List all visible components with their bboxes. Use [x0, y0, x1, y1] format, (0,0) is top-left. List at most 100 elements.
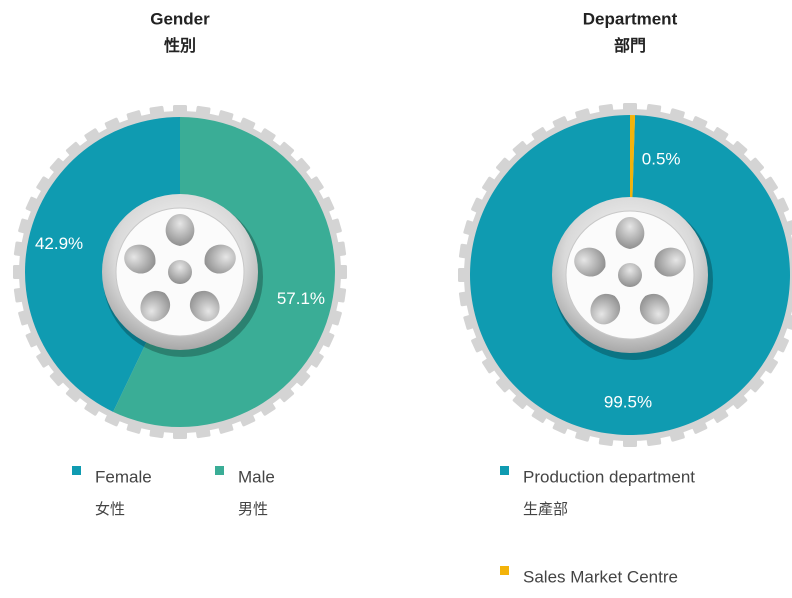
- tire-tread: [731, 393, 748, 409]
- tire-tread: [669, 108, 685, 122]
- hub-center: [168, 260, 192, 284]
- legend-label: Female: [95, 467, 152, 486]
- tire-tread: [783, 314, 792, 330]
- legend-label: Male: [238, 467, 275, 486]
- tire-tread: [691, 116, 708, 131]
- legend-sublabel: 男性: [238, 501, 268, 518]
- value-label: 42.9%: [35, 234, 83, 253]
- tire-tread: [104, 412, 121, 427]
- tire-tread: [496, 376, 512, 393]
- tire-tread: [774, 197, 789, 214]
- tire-tread: [774, 336, 789, 353]
- tire-tread: [18, 218, 31, 235]
- tire-tread: [329, 218, 342, 235]
- tire-tread: [84, 400, 101, 416]
- tire-tread: [84, 128, 101, 144]
- chart-subtitle: 部門: [614, 36, 646, 55]
- hub-hole: [654, 247, 686, 277]
- tire-tread: [195, 105, 211, 118]
- tire-tread: [598, 103, 614, 116]
- tire-tread: [217, 421, 234, 434]
- tire-tread: [552, 116, 569, 131]
- tire-tread: [463, 314, 477, 330]
- hub-hole: [615, 217, 645, 249]
- tire-tread: [149, 426, 165, 439]
- tire-tread: [458, 268, 468, 282]
- tire-tread: [278, 386, 295, 403]
- tire-tread: [239, 412, 256, 427]
- hub-hole: [639, 294, 670, 325]
- tire-tread: [13, 287, 26, 303]
- wheel-hub: [552, 197, 713, 360]
- tire-tread: [646, 103, 662, 116]
- tire-tread: [623, 103, 637, 113]
- tire-tread: [195, 426, 211, 439]
- tire-tread: [149, 105, 165, 118]
- hub-center: [618, 263, 642, 287]
- tire-tread: [691, 419, 708, 434]
- legend-swatch: [215, 466, 224, 475]
- chart-title: Gender: [150, 9, 210, 28]
- tire-tread: [763, 357, 778, 374]
- tire-tread: [173, 429, 187, 439]
- tire-tread: [25, 331, 40, 348]
- tire-tread: [259, 128, 276, 144]
- value-label: 57.1%: [277, 289, 325, 308]
- tire-tread: [763, 176, 778, 193]
- legend-label: Sales Market Centre: [523, 567, 678, 586]
- legend-label: Production department: [523, 467, 695, 486]
- tire-tread: [18, 309, 31, 326]
- tire-tread: [463, 220, 477, 236]
- tire-tread: [294, 157, 311, 174]
- tire-tread: [669, 428, 685, 442]
- tire-tread: [731, 141, 748, 157]
- tire-tread: [748, 376, 764, 393]
- tire-tread: [482, 357, 497, 374]
- tire-tread: [320, 331, 335, 348]
- hub-hole: [124, 244, 156, 274]
- tire-tread: [512, 393, 529, 409]
- legend-sublabel: 女性: [95, 500, 125, 518]
- legend-swatch: [72, 466, 81, 475]
- tire-tread: [308, 351, 324, 368]
- tire-tread: [598, 434, 614, 447]
- tire-tread: [623, 437, 637, 447]
- tire-tread: [49, 157, 66, 174]
- tire-tread: [575, 428, 591, 442]
- hub-hole: [165, 214, 195, 246]
- hub-hole: [574, 247, 606, 277]
- tire-tread: [126, 110, 143, 123]
- legend-sublabel: 生產部: [523, 501, 568, 518]
- tire-tread: [512, 141, 529, 157]
- hub-hole: [590, 294, 621, 325]
- tire-tread: [531, 127, 548, 142]
- tire-tread: [278, 141, 295, 158]
- tire-tread: [531, 408, 548, 423]
- tire-tread: [334, 287, 347, 303]
- chart-subtitle: 性別: [164, 36, 196, 55]
- tire-tread: [458, 291, 471, 307]
- tire-tread: [126, 421, 143, 434]
- tire-tread: [334, 241, 347, 257]
- tire-tread: [320, 196, 335, 213]
- wheel-hub: [102, 194, 263, 357]
- tire-tread: [471, 336, 486, 353]
- hub-hole: [204, 244, 236, 274]
- tire-tread: [337, 265, 347, 279]
- legend-swatch: [500, 566, 509, 575]
- legend-swatch: [500, 466, 509, 475]
- tire-tread: [239, 117, 256, 132]
- tire-tread: [36, 176, 52, 193]
- tire-tread: [65, 386, 82, 403]
- tire-tread: [173, 105, 187, 115]
- tire-tread: [49, 370, 66, 387]
- value-label: 0.5%: [642, 149, 681, 168]
- hub-hole: [140, 291, 171, 322]
- tire-tread: [458, 243, 471, 259]
- tire-tread: [13, 241, 26, 257]
- chart-title: Department: [583, 9, 678, 28]
- tire-tread: [496, 157, 512, 174]
- value-label: 99.5%: [604, 392, 652, 411]
- tire-tread: [104, 117, 121, 132]
